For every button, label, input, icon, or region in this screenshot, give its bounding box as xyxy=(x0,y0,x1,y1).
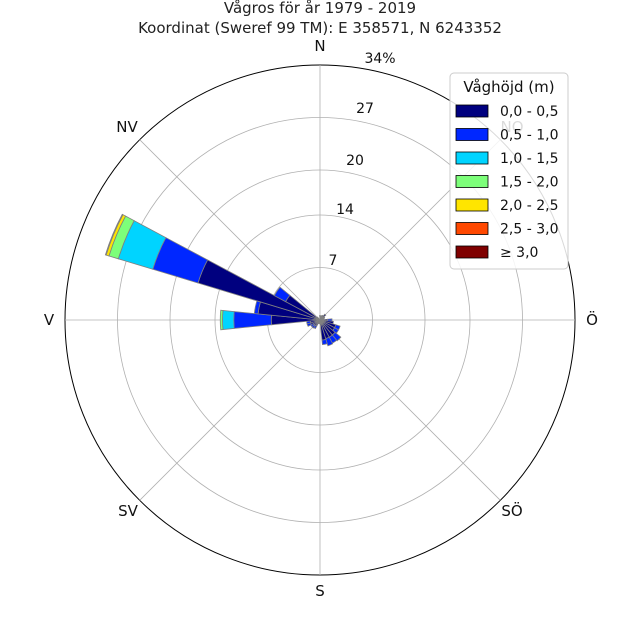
ring-label: 14 xyxy=(336,202,354,218)
direction-label-nv: NV xyxy=(116,118,138,136)
legend-swatch xyxy=(455,175,489,188)
rose-bar-segment xyxy=(104,213,124,256)
legend-swatch xyxy=(455,104,489,118)
rose-bar-segment xyxy=(331,331,342,342)
legend-title: Våghöjd (m) xyxy=(463,78,554,96)
direction-spoke xyxy=(139,139,321,321)
legend-label: 1,5 - 2,0 xyxy=(500,175,558,191)
ring-labels: 7 14 20 27 34% xyxy=(329,51,396,269)
direction-label-s: S xyxy=(315,582,325,600)
direction-spoke xyxy=(319,319,501,501)
rose-bar-segment xyxy=(316,316,321,321)
rose-bars xyxy=(104,213,342,347)
legend-swatch xyxy=(455,245,489,259)
rose-bar-segment xyxy=(321,338,328,346)
legend-box xyxy=(449,72,569,270)
legend-label: ≥ 3,0 xyxy=(500,245,538,261)
direction-label-o: Ö xyxy=(586,310,598,329)
ring-label: 34% xyxy=(364,51,395,67)
legend-label: 0,5 - 1,0 xyxy=(500,128,558,144)
legend-swatch xyxy=(455,128,489,141)
direction-label-so: SÖ xyxy=(501,501,522,520)
direction-label-n: N xyxy=(314,37,325,55)
ring-label: 7 xyxy=(329,253,338,269)
legend-label: 0,0 - 0,5 xyxy=(500,104,558,120)
legend-label: 1,0 - 1,5 xyxy=(500,151,558,167)
chart-title: Vågros för år 1979 - 2019 xyxy=(224,0,416,17)
legend-label: 2,5 - 3,0 xyxy=(500,222,558,238)
legend-label: 2,0 - 2,5 xyxy=(500,198,558,214)
legend: Våghöjd (m) 0,0 - 0,5 0,5 - 1,0 1,0 - 1,5 1… xyxy=(449,72,569,270)
direction-label-v: V xyxy=(44,311,55,329)
rose-bar-segment xyxy=(273,286,291,303)
direction-spoke xyxy=(139,319,321,501)
rose-bar-segment xyxy=(219,309,224,331)
legend-swatch xyxy=(455,222,489,235)
direction-label-sv: SV xyxy=(118,502,139,520)
chart-subtitle: Koordinat (Sweref 99 TM): E 358571, N 62… xyxy=(138,19,502,37)
ring-label: 27 xyxy=(356,101,374,117)
legend-entries: 0,0 - 0,5 0,5 - 1,0 1,0 - 1,5 1,5 - 2,0 2,0 … xyxy=(455,104,558,261)
ring-label: 20 xyxy=(346,153,364,169)
rose-bar-segment xyxy=(222,310,235,330)
legend-swatch xyxy=(455,198,489,212)
legend-swatch xyxy=(455,151,489,165)
